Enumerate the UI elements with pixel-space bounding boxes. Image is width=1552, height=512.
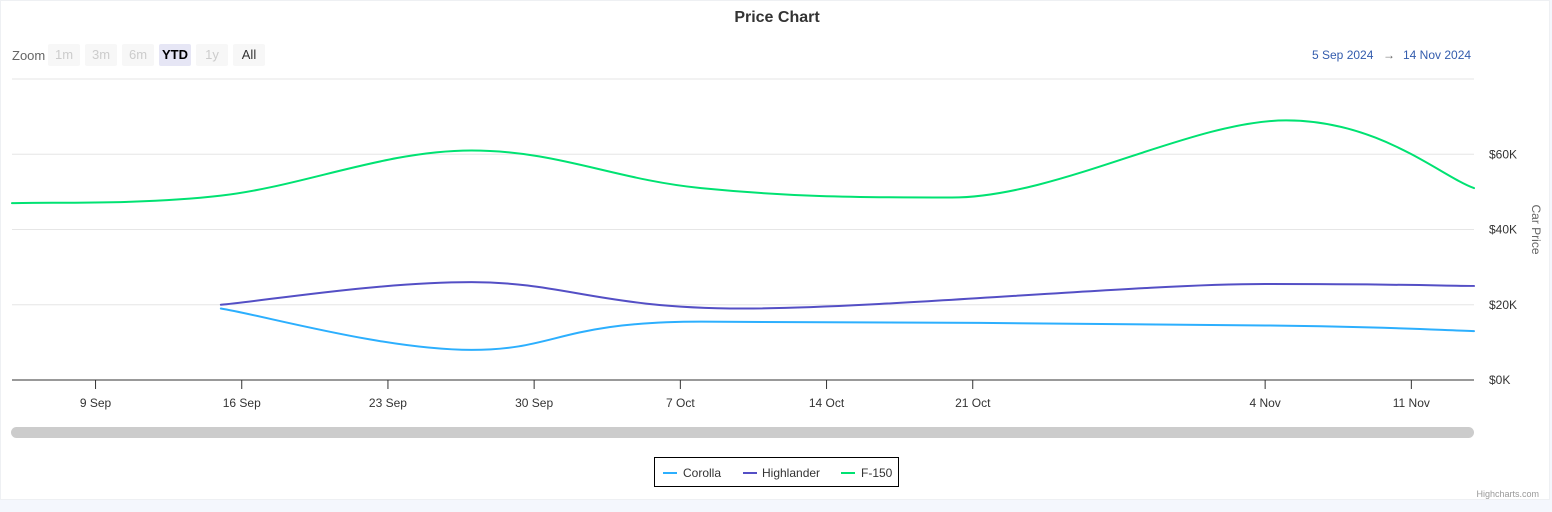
legend-swatch-corolla bbox=[663, 472, 677, 474]
legend-swatch-highlander bbox=[743, 472, 757, 474]
range-arrow: → bbox=[1383, 48, 1395, 62]
range-to-date[interactable]: 14 Nov 2024 bbox=[1403, 48, 1472, 62]
x-tick-label: 14 Oct bbox=[809, 396, 845, 410]
chart-title: Price Chart bbox=[734, 9, 820, 26]
zoom-1m-button[interactable]: 1m bbox=[48, 44, 80, 66]
y-axis-title: Car Price bbox=[1529, 204, 1543, 254]
y-tick-label: $40K bbox=[1489, 223, 1517, 237]
range-from-date[interactable]: 5 Sep 2024 bbox=[1312, 48, 1374, 62]
series-line-corolla bbox=[219, 307, 1475, 351]
legend-item-highlander[interactable]: Highlander bbox=[762, 466, 821, 480]
x-tick-label: 21 Oct bbox=[955, 396, 991, 410]
zoom-3m-button[interactable]: 3m bbox=[85, 44, 117, 66]
zoom-ytd-button[interactable]: YTD bbox=[159, 44, 191, 66]
x-tick-label: 23 Sep bbox=[369, 396, 407, 410]
y-tick-label: $0K bbox=[1489, 373, 1510, 387]
y-tick-label: $60K bbox=[1489, 147, 1517, 161]
zoom-all-button[interactable]: All bbox=[233, 44, 265, 66]
series-line-f150 bbox=[11, 119, 1475, 205]
legend-item-f150[interactable]: F-150 bbox=[861, 466, 893, 480]
credits[interactable]: Highcharts.com bbox=[1476, 489, 1539, 499]
x-tick-label: 11 Nov bbox=[1393, 396, 1430, 410]
zoom-1y-button[interactable]: 1y bbox=[196, 44, 228, 66]
x-tick-label: 7 Oct bbox=[666, 396, 695, 410]
chart-container: Price Chart Zoom 1m 3m 6m YTD 1y All 5 S… bbox=[0, 0, 1550, 500]
legend: Corolla Highlander F-150 bbox=[654, 457, 899, 487]
zoom-6m-button[interactable]: 6m bbox=[122, 44, 154, 66]
scrollbar[interactable] bbox=[11, 427, 1474, 438]
plot-area: $0K $20K $40K $60K 9 Sep 16 Sep 23 Sep 30 Sep 7 … bbox=[11, 78, 1543, 438]
x-tick-label: 30 Sep bbox=[515, 396, 553, 410]
legend-item-corolla[interactable]: Corolla bbox=[683, 466, 722, 480]
x-tick-label: 16 Sep bbox=[223, 396, 261, 410]
legend-swatch-f150 bbox=[841, 472, 855, 474]
zoom-label: Zoom bbox=[12, 48, 46, 63]
y-tick-label: $20K bbox=[1489, 298, 1517, 312]
series-line-highlander bbox=[219, 281, 1475, 310]
x-tick-label: 9 Sep bbox=[80, 396, 112, 410]
x-tick-label: 4 Nov bbox=[1249, 396, 1280, 410]
